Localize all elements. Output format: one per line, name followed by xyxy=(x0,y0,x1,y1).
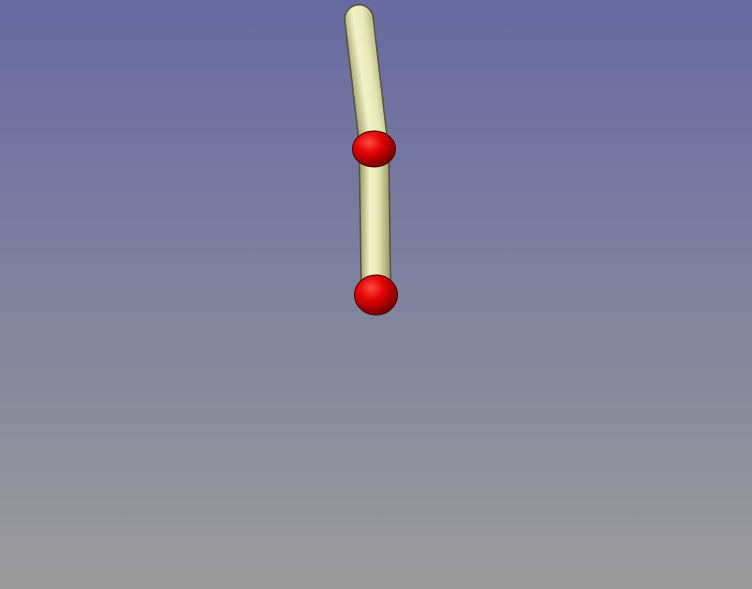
wire-model[interactable] xyxy=(344,4,398,316)
upper-segment[interactable] xyxy=(344,4,389,163)
end-joint[interactable] xyxy=(354,274,398,316)
lower-segment[interactable] xyxy=(358,149,392,293)
middle-joint[interactable] xyxy=(352,130,396,168)
